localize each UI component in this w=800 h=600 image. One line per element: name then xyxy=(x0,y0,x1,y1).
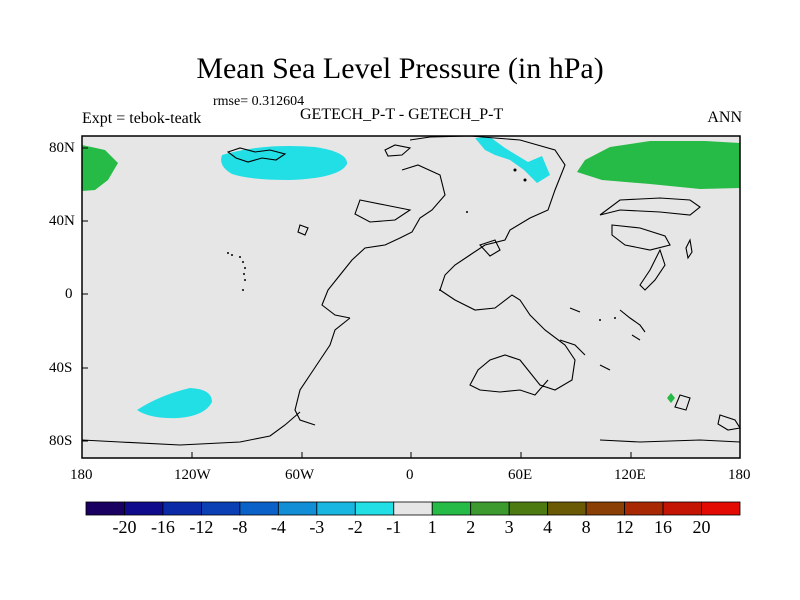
x-tick-label: 180 xyxy=(728,467,751,483)
colorbar-swatch xyxy=(547,501,587,516)
y-tick-label: 40S xyxy=(49,360,73,376)
colorbar-label: 16 xyxy=(654,517,673,537)
colorbar-swatch xyxy=(662,501,702,516)
colorbar-swatch xyxy=(470,501,510,516)
positive-anomaly-region-west xyxy=(82,145,118,191)
x-tick-label: 60E xyxy=(508,467,533,483)
x-tick-label: 120W xyxy=(174,467,211,483)
rmse-label: rmse= 0.312604 xyxy=(213,94,305,109)
colorbar-swatch xyxy=(277,501,318,516)
colorbar-swatch xyxy=(585,501,625,516)
colorbar-swatch xyxy=(624,501,664,516)
colorbar-label: 1 xyxy=(427,517,437,537)
positive-anomaly-spot-australia xyxy=(667,393,675,403)
positive-anomaly-region-east xyxy=(577,141,740,189)
colorbar-swatch xyxy=(239,501,279,516)
season-label: ANN xyxy=(707,109,742,126)
y-tick-label: 80S xyxy=(49,433,73,449)
colorbar-label: -16 xyxy=(150,517,175,537)
negative-anomaly-region-arctic xyxy=(221,146,348,180)
colorbar-label: 20 xyxy=(692,517,711,537)
y-tick-label: 40N xyxy=(49,213,75,229)
comparison-subtitle: GETECH_P-T - GETECH_P-T xyxy=(300,106,504,123)
colorbar-swatch xyxy=(701,501,741,516)
x-tick-label: 60W xyxy=(285,467,315,483)
colorbar-label: -12 xyxy=(189,517,214,537)
colorbar-label: -4 xyxy=(270,517,286,537)
x-tick-label: 120E xyxy=(614,467,646,483)
colorbar xyxy=(85,501,741,516)
map-title: Mean Sea Level Pressure (in hPa) xyxy=(196,52,604,85)
colorbar-swatch xyxy=(85,501,125,516)
x-tick-label: 180 xyxy=(70,467,93,483)
colorbar-label: -8 xyxy=(232,517,248,537)
colorbar-swatch xyxy=(393,501,433,516)
colorbar-label: -2 xyxy=(347,517,363,537)
island-markers xyxy=(227,168,616,321)
colorbar-swatch xyxy=(162,501,202,516)
colorbar-label: 2 xyxy=(466,517,476,537)
colorbar-swatch xyxy=(201,501,241,516)
coastlines xyxy=(81,135,741,446)
colorbar-swatch xyxy=(124,501,164,516)
colorbar-label: -3 xyxy=(309,517,325,537)
colorbar-label: 12 xyxy=(615,517,634,537)
colorbar-label: 8 xyxy=(581,517,591,537)
negative-anomaly-region-siberia xyxy=(475,137,550,183)
colorbar-swatch xyxy=(316,501,356,516)
colorbar-swatch xyxy=(354,501,395,516)
y-tick-label: 0 xyxy=(65,286,73,302)
colorbar-swatch xyxy=(508,501,549,516)
y-tick-label: 80N xyxy=(49,140,75,156)
colorbar-swatch xyxy=(431,501,472,516)
axis-ticks xyxy=(81,147,741,458)
experiment-label: Expt = tebok-teatk xyxy=(82,110,202,127)
colorbar-label: -1 xyxy=(386,517,402,537)
colorbar-label: -20 xyxy=(112,517,137,537)
colorbar-label: 3 xyxy=(504,517,514,537)
negative-anomaly-region-southern xyxy=(137,388,212,419)
x-tick-label: 0 xyxy=(406,467,414,483)
colorbar-label: 4 xyxy=(543,517,553,537)
